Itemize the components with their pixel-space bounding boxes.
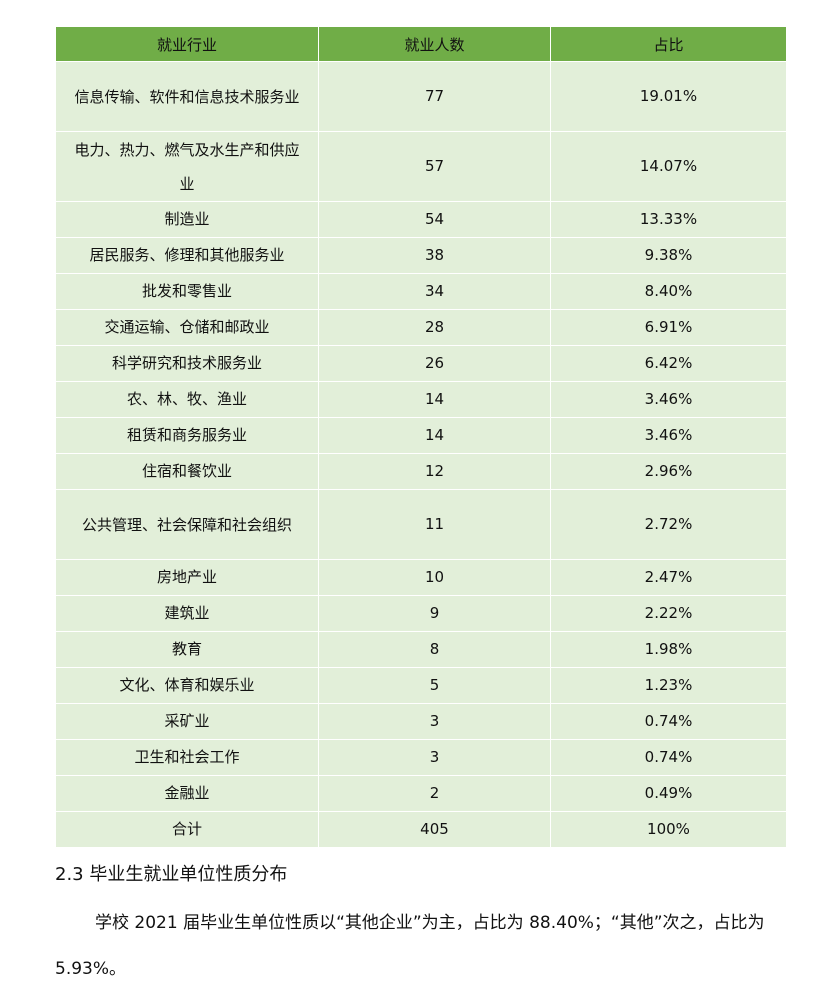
count-cell: 14 (318, 417, 551, 454)
table-row: 建筑业 9 2.22% (55, 595, 787, 632)
industry-cell: 教育 (55, 631, 319, 668)
percent-cell: 19.01% (550, 61, 787, 132)
industry-cell: 批发和零售业 (55, 273, 319, 310)
table-row: 公共管理、社会保障和社会组织 11 2.72% (55, 489, 787, 560)
count-cell: 77 (318, 61, 551, 132)
industry-cell: 租赁和商务服务业 (55, 417, 319, 454)
industry-cell: 交通运输、仓储和邮政业 (55, 309, 319, 346)
percent-cell: 3.46% (550, 417, 787, 454)
table-row: 科学研究和技术服务业 26 6.42% (55, 345, 787, 382)
count-cell: 2 (318, 775, 551, 812)
percent-cell: 2.47% (550, 559, 787, 596)
table-row: 交通运输、仓储和邮政业 28 6.91% (55, 309, 787, 346)
column-header: 就业行业 (55, 26, 319, 62)
column-header: 占比 (550, 26, 787, 62)
count-cell: 26 (318, 345, 551, 382)
percent-cell: 6.42% (550, 345, 787, 382)
count-cell: 12 (318, 453, 551, 490)
count-cell: 28 (318, 309, 551, 346)
table-row: 农、林、牧、渔业 14 3.46% (55, 381, 787, 418)
table-row: 合计 405 100% (55, 811, 787, 848)
industry-cell: 建筑业 (55, 595, 319, 632)
count-cell: 405 (318, 811, 551, 848)
table-row: 居民服务、修理和其他服务业 38 9.38% (55, 237, 787, 274)
industry-cell: 卫生和社会工作 (55, 739, 319, 776)
industry-cell: 采矿业 (55, 703, 319, 740)
percent-cell: 0.49% (550, 775, 787, 812)
count-cell: 5 (318, 667, 551, 704)
industry-cell: 金融业 (55, 775, 319, 812)
column-header: 就业人数 (318, 26, 551, 62)
section-heading: 2.3 毕业生就业单位性质分布 (55, 864, 288, 885)
count-cell: 11 (318, 489, 551, 560)
percent-cell: 1.23% (550, 667, 787, 704)
count-cell: 8 (318, 631, 551, 668)
table-row: 批发和零售业 34 8.40% (55, 273, 787, 310)
count-cell: 14 (318, 381, 551, 418)
industry-cell: 居民服务、修理和其他服务业 (55, 237, 319, 274)
percent-cell: 2.22% (550, 595, 787, 632)
count-cell: 9 (318, 595, 551, 632)
industry-cell: 信息传输、软件和信息技术服务业 (55, 61, 319, 132)
percent-cell: 9.38% (550, 237, 787, 274)
table-row: 信息传输、软件和信息技术服务业 77 19.01% (55, 61, 787, 132)
percent-cell: 0.74% (550, 703, 787, 740)
percent-cell: 13.33% (550, 201, 787, 238)
percent-cell: 3.46% (550, 381, 787, 418)
industry-table: 就业行业 就业人数 占比 信息传输、软件和信息技术服务业 77 19.01% 电力、热力、… (55, 26, 787, 848)
table-row: 制造业 54 13.33% (55, 201, 787, 238)
table-row: 卫生和社会工作 3 0.74% (55, 739, 787, 776)
table-row: 教育 8 1.98% (55, 631, 787, 668)
industry-cell: 科学研究和技术服务业 (55, 345, 319, 382)
table-row: 采矿业 3 0.74% (55, 703, 787, 740)
count-cell: 3 (318, 703, 551, 740)
percent-cell: 0.74% (550, 739, 787, 776)
count-cell: 38 (318, 237, 551, 274)
table-header: 就业行业 就业人数 占比 (55, 26, 787, 62)
table-row: 文化、体育和娱乐业 5 1.23% (55, 667, 787, 704)
table-row: 金融业 2 0.49% (55, 775, 787, 812)
percent-cell: 2.96% (550, 453, 787, 490)
count-cell: 57 (318, 131, 551, 202)
percent-cell: 6.91% (550, 309, 787, 346)
table-row: 租赁和商务服务业 14 3.46% (55, 417, 787, 454)
percent-cell: 2.72% (550, 489, 787, 560)
percent-cell: 14.07% (550, 131, 787, 202)
table-row: 电力、热力、燃气及水生产和供应业 57 14.07% (55, 131, 787, 202)
table-row: 房地产业 10 2.47% (55, 559, 787, 596)
industry-cell: 房地产业 (55, 559, 319, 596)
industry-cell: 制造业 (55, 201, 319, 238)
percent-cell: 100% (550, 811, 787, 848)
section-paragraph: 学校 2021 届毕业生单位性质以“其他企业”为主，占比为 88.40%；“其他… (55, 913, 765, 979)
industry-cell: 电力、热力、燃气及水生产和供应业 (55, 131, 319, 202)
count-cell: 34 (318, 273, 551, 310)
industry-cell: 合计 (55, 811, 319, 848)
count-cell: 54 (318, 201, 551, 238)
table-row: 住宿和餐饮业 12 2.96% (55, 453, 787, 490)
industry-cell: 住宿和餐饮业 (55, 453, 319, 490)
industry-cell: 文化、体育和娱乐业 (55, 667, 319, 704)
count-cell: 10 (318, 559, 551, 596)
percent-cell: 1.98% (550, 631, 787, 668)
industry-cell: 农、林、牧、渔业 (55, 381, 319, 418)
percent-cell: 8.40% (550, 273, 787, 310)
industry-cell: 公共管理、社会保障和社会组织 (55, 489, 319, 560)
count-cell: 3 (318, 739, 551, 776)
